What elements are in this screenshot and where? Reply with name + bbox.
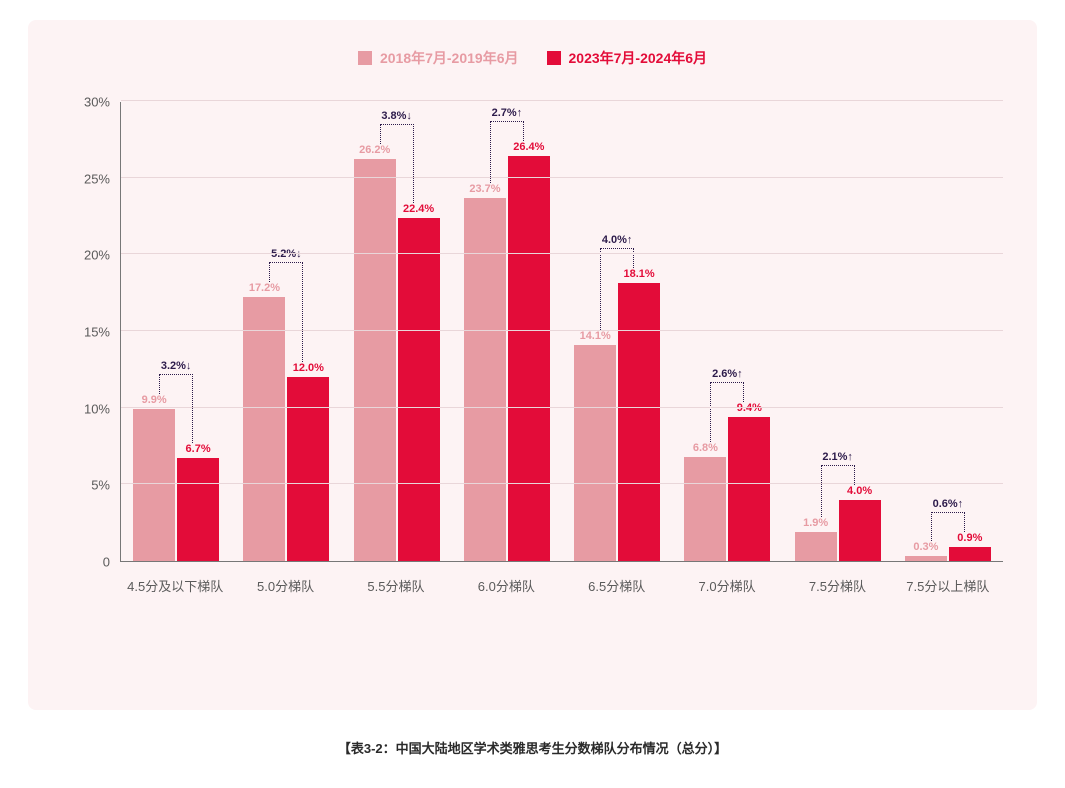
gridline xyxy=(121,253,1003,254)
y-tick: 15% xyxy=(84,325,110,340)
bar-label-a: 1.9% xyxy=(803,517,828,532)
bar-label-a: 6.8% xyxy=(693,442,718,457)
bar-label-a: 26.2% xyxy=(359,144,390,159)
chart-caption: 【表3-2：中国大陆地区学术类雅思考生分数梯队分布情况（总分）】 xyxy=(28,738,1037,757)
y-tick: 0 xyxy=(103,555,110,570)
x-axis-label: 6.5分梯队 xyxy=(562,568,672,595)
bar-series-a: 23.7% xyxy=(464,198,506,561)
diff-annotation: 0.6%↑ xyxy=(931,498,965,513)
diff-label: 2.6%↑ xyxy=(712,368,743,380)
plot-area: 9.9%6.7%3.2%↓17.2%12.0%5.2%↓26.2%22.4%3.… xyxy=(120,102,1003,562)
plot-wrap: 05%10%15%20%25%30% 9.9%6.7%3.2%↓17.2%12.… xyxy=(62,102,1003,622)
legend-item-series-b: 2023年7月-2024年6月 xyxy=(547,48,708,68)
x-axis-label: 5.5分梯队 xyxy=(341,568,451,595)
legend-label-b: 2023年7月-2024年6月 xyxy=(569,48,708,68)
bar-groups: 9.9%6.7%3.2%↓17.2%12.0%5.2%↓26.2%22.4%3.… xyxy=(121,102,1003,561)
diff-annotation: 3.8%↓ xyxy=(380,110,414,125)
diff-connector xyxy=(269,262,303,263)
diff-annotation: 2.7%↑ xyxy=(490,107,524,122)
bar-label-b: 0.9% xyxy=(957,532,982,547)
bar-series-a: 17.2% xyxy=(243,297,285,561)
x-axis-label: 7.0分梯队 xyxy=(672,568,782,595)
bar-group: 6.8%9.4%2.6%↑ xyxy=(672,102,782,561)
bar-label-b: 6.7% xyxy=(186,443,211,458)
diff-annotation: 3.2%↓ xyxy=(159,360,193,375)
bar-series-a: 1.9% xyxy=(795,532,837,561)
bar-series-a: 9.9% xyxy=(133,409,175,561)
bar-series-b: 22.4% xyxy=(398,218,440,561)
diff-label: 4.0%↑ xyxy=(602,234,633,246)
diff-connector xyxy=(159,374,193,375)
gridline xyxy=(121,407,1003,408)
diff-connector xyxy=(931,512,965,513)
x-axis-label: 7.5分梯队 xyxy=(782,568,892,595)
bar-group: 17.2%12.0%5.2%↓ xyxy=(231,102,341,561)
bar-series-b: 18.1% xyxy=(618,283,660,561)
y-tick: 20% xyxy=(84,248,110,263)
bar-label-b: 22.4% xyxy=(403,203,434,218)
bar-group: 23.7%26.4%2.7%↑ xyxy=(452,102,562,561)
bar-group: 14.1%18.1%4.0%↑ xyxy=(562,102,672,561)
diff-label: 2.7%↑ xyxy=(492,107,523,119)
bar-label-b: 9.4% xyxy=(737,402,762,417)
diff-label: 2.1%↑ xyxy=(822,451,853,463)
bar-label-b: 4.0% xyxy=(847,485,872,500)
bar-group: 1.9%4.0%2.1%↑ xyxy=(783,102,893,561)
bar-label-a: 0.3% xyxy=(913,541,938,556)
bar-series-a: 14.1% xyxy=(574,345,616,561)
bar-label-a: 17.2% xyxy=(249,282,280,297)
bar-series-a: 0.3% xyxy=(905,556,947,561)
y-tick: 10% xyxy=(84,401,110,416)
diff-annotation: 5.2%↓ xyxy=(269,248,303,263)
diff-connector xyxy=(710,382,744,383)
diff-connector xyxy=(490,121,524,122)
bar-series-a: 6.8% xyxy=(684,457,726,561)
diff-annotation: 2.6%↑ xyxy=(710,368,744,383)
bar-series-b: 4.0% xyxy=(839,500,881,561)
diff-label: 0.6%↑ xyxy=(933,498,964,510)
y-tick: 30% xyxy=(84,95,110,110)
gridline xyxy=(121,100,1003,101)
bar-group: 26.2%22.4%3.8%↓ xyxy=(342,102,452,561)
diff-label: 3.2%↓ xyxy=(161,360,192,372)
diff-annotation: 2.1%↑ xyxy=(821,451,855,466)
legend-label-a: 2018年7月-2019年6月 xyxy=(380,48,519,68)
bar-series-a: 26.2% xyxy=(354,159,396,561)
y-tick: 5% xyxy=(91,478,110,493)
bar-label-b: 12.0% xyxy=(293,362,324,377)
diff-connector xyxy=(380,124,414,125)
chart-card: 2018年7月-2019年6月 2023年7月-2024年6月 0 5% 10% 15… xyxy=(28,20,1037,710)
chart-legend: 2018年7月-2019年6月 2023年7月-2024年6月 xyxy=(62,48,1003,68)
gridline xyxy=(121,483,1003,484)
bar-series-b: 26.4% xyxy=(508,156,550,561)
diff-label: 3.8%↓ xyxy=(381,110,412,122)
bar-group: 9.9%6.7%3.2%↓ xyxy=(121,102,231,561)
bar-series-b: 6.7% xyxy=(177,458,219,561)
y-axis: 05%10%15%20%25%30% xyxy=(62,102,120,562)
x-axis-label: 6.0分梯队 xyxy=(451,568,561,595)
diff-connector xyxy=(600,248,634,249)
y-tick: 25% xyxy=(84,171,110,186)
bar-label-a: 23.7% xyxy=(469,183,500,198)
legend-swatch-b xyxy=(547,51,561,65)
diff-annotation: 4.0%↑ xyxy=(600,234,634,249)
diff-connector xyxy=(821,465,855,466)
bar-label-a: 14.1% xyxy=(580,330,611,345)
bar-label-b: 26.4% xyxy=(513,141,544,156)
bar-series-b: 12.0% xyxy=(287,377,329,561)
x-axis-label: 7.5分以上梯队 xyxy=(893,568,1003,595)
gridline xyxy=(121,177,1003,178)
x-axis-labels: 4.5分及以下梯队5.0分梯队5.5分梯队6.0分梯队6.5分梯队7.0分梯队7… xyxy=(120,568,1003,595)
legend-item-series-a: 2018年7月-2019年6月 xyxy=(358,48,519,68)
x-axis-label: 5.0分梯队 xyxy=(230,568,340,595)
x-axis-label: 4.5分及以下梯队 xyxy=(120,568,230,595)
bar-label-b: 18.1% xyxy=(623,268,654,283)
bar-group: 0.3%0.9%0.6%↑ xyxy=(893,102,1003,561)
bar-series-b: 9.4% xyxy=(728,417,770,561)
gridline xyxy=(121,330,1003,331)
legend-swatch-a xyxy=(358,51,372,65)
bar-series-b: 0.9% xyxy=(949,547,991,561)
